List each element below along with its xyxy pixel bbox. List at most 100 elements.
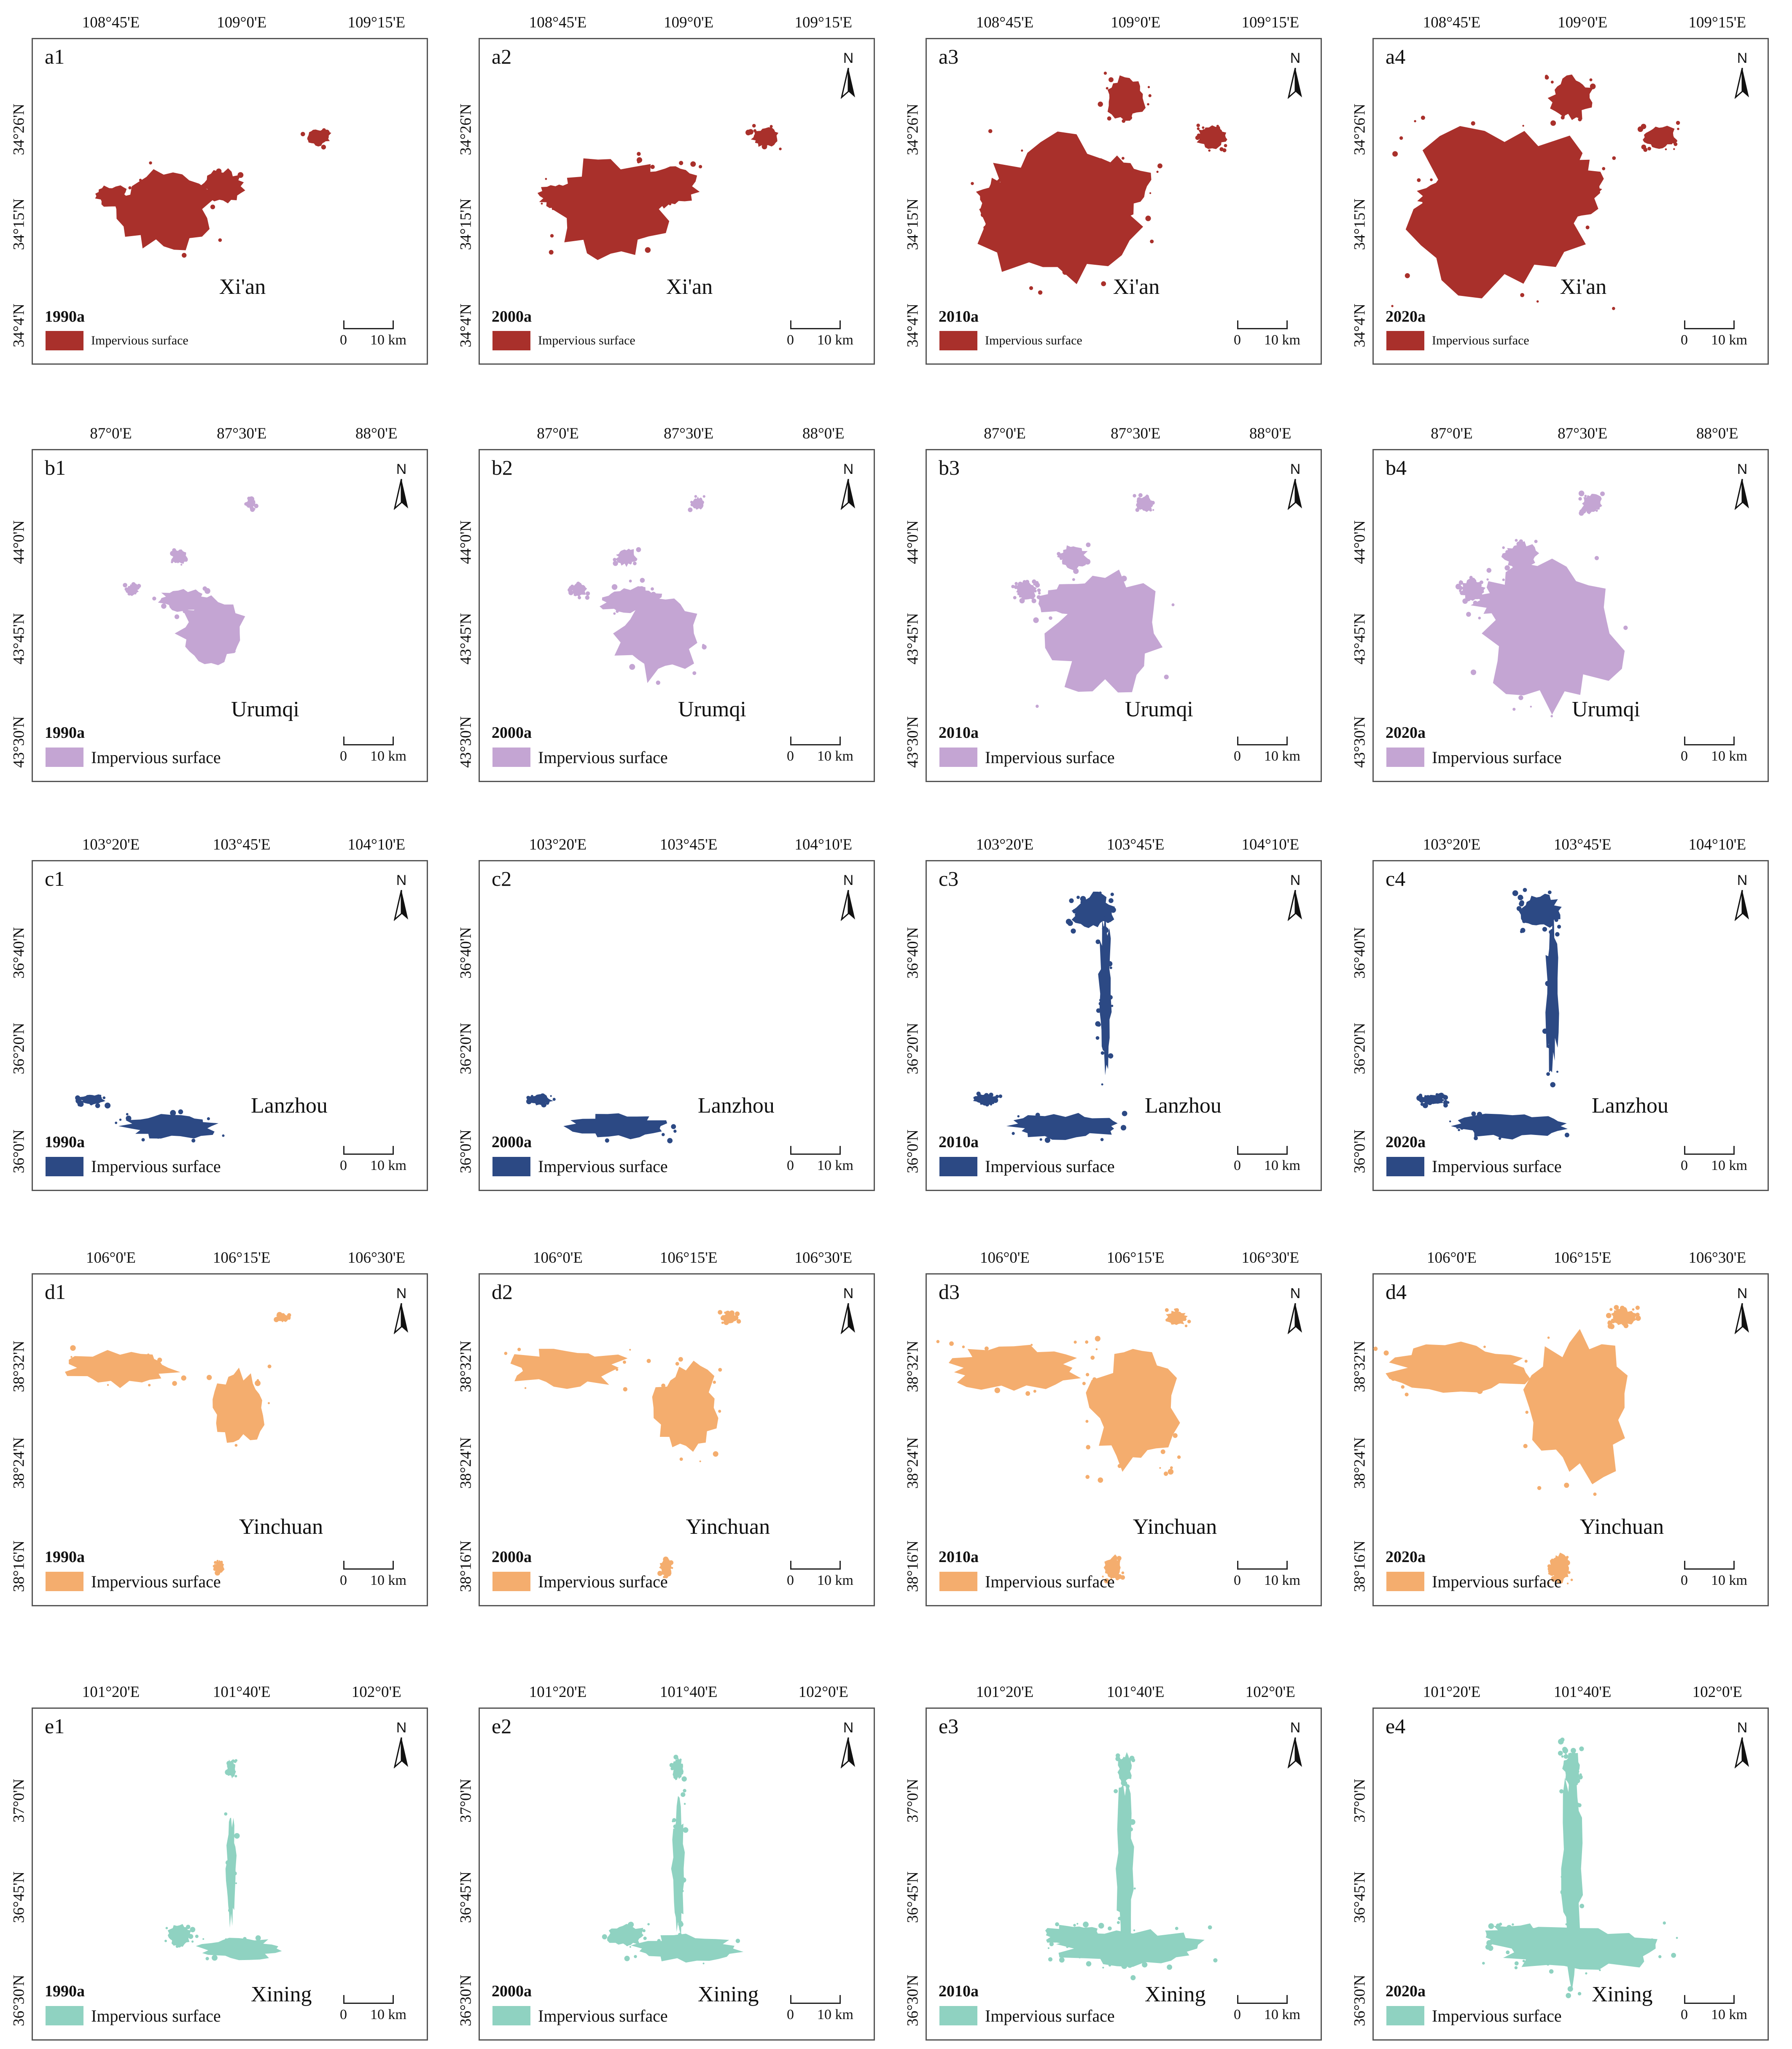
legend-swatch (492, 1156, 530, 1176)
legend-swatch (939, 2006, 977, 2026)
urban-fragment (288, 1316, 291, 1319)
urban-fragment (597, 1115, 600, 1119)
urban-fragment (634, 1955, 637, 1958)
urban-fragment (1133, 1929, 1135, 1931)
urban-fragment (1438, 1092, 1444, 1099)
panel-label: a1 (45, 45, 65, 68)
north-arrow-icon: N (1730, 1285, 1754, 1336)
urban-fragment (1575, 1778, 1580, 1783)
panel-label: d1 (45, 1280, 66, 1304)
urban-fragment (699, 165, 702, 169)
longitude-label: 104°10'E (1688, 836, 1746, 853)
urban-fragment (1569, 1753, 1573, 1757)
urban-fragment (213, 1568, 217, 1571)
urban-fragment (1074, 1340, 1077, 1344)
urban-fragment (718, 1368, 722, 1372)
latitude-label: 43°45'N (904, 613, 922, 665)
map-panel: d1 N Yinchuan 1990a Impervious surface 0 10 km (32, 1273, 428, 1606)
urban-patch (1086, 1349, 1180, 1472)
urban-fragment (1109, 898, 1114, 903)
north-label: N (1290, 1285, 1301, 1301)
urban-fragment (1104, 1578, 1109, 1584)
longitude-label: 103°20'E (529, 836, 587, 853)
longitude-label: 104°10'E (794, 836, 853, 853)
longitude-label: 87°30'E (1558, 425, 1608, 442)
latitude-label: 36°0'N (457, 1129, 475, 1173)
urban-fragment (517, 1347, 521, 1351)
impervious-surface-extent (537, 124, 782, 260)
urban-fragment (1592, 496, 1597, 502)
legend-swatch (1386, 2006, 1424, 2026)
longitude-label: 106°0'E (533, 1249, 583, 1267)
urban-fragment (1459, 580, 1462, 583)
year-label: 2010a (939, 723, 979, 742)
scale-start-label: 0 (340, 332, 347, 348)
urban-fragment (1084, 1942, 1089, 1946)
urban-fragment (1577, 1397, 1582, 1403)
scale-start-label: 0 (787, 332, 794, 348)
urban-fragment (1149, 192, 1152, 194)
urban-fragment (629, 561, 632, 564)
urban-fragment (1502, 546, 1505, 549)
urban-fragment (989, 1092, 993, 1097)
north-label: N (843, 872, 854, 888)
scale-bar-line (790, 1146, 841, 1155)
urban-fragment (1509, 555, 1511, 557)
urban-fragment (1156, 1940, 1161, 1945)
urban-fragment (132, 590, 134, 592)
latitude-label: 38°16'N (904, 1541, 922, 1592)
urban-fragment (224, 1812, 228, 1816)
city-name: Xining (1145, 1982, 1206, 2006)
scale-bar-line (343, 1561, 394, 1570)
urban-fragment (170, 1110, 176, 1116)
urban-fragment (1414, 120, 1416, 123)
urban-fragment (1484, 207, 1488, 212)
urban-fragment (1485, 1944, 1491, 1950)
urban-fragment (1474, 1136, 1478, 1140)
map-panel: d2 N Yinchuan 2000a Impervious surface 0 10 km (479, 1273, 875, 1606)
panel-label: b2 (492, 456, 513, 479)
year-label: 1990a (45, 1548, 85, 1566)
urban-fragment (1593, 1492, 1597, 1496)
urban-fragment (998, 178, 1001, 182)
urban-fragment (1122, 1847, 1126, 1852)
urban-fragment (1072, 909, 1077, 914)
urban-fragment (1160, 1449, 1165, 1454)
urban-fragment (1071, 590, 1074, 594)
urban-fragment (1086, 542, 1091, 547)
urban-fragment (630, 1937, 635, 1943)
city-name: Xi'an (1113, 275, 1160, 299)
urban-fragment (1116, 115, 1119, 118)
urban-fragment (1612, 156, 1616, 160)
urban-fragment (675, 1362, 679, 1366)
urban-fragment (283, 1315, 286, 1318)
urban-fragment (1544, 1939, 1550, 1945)
urban-fragment (1076, 1130, 1079, 1134)
urban-fragment (148, 1384, 151, 1387)
urban-fragment (619, 1120, 625, 1126)
urban-fragment (216, 1565, 219, 1568)
urban-fragment (1508, 608, 1510, 610)
urban-fragment (1608, 1320, 1611, 1323)
impervious-surface-extent (973, 891, 1127, 1143)
urban-fragment (1115, 1576, 1119, 1581)
urban-patch (196, 1938, 282, 1960)
north-label: N (843, 1285, 854, 1301)
urban-fragment (1479, 207, 1484, 213)
urban-fragment (1048, 1957, 1053, 1962)
urban-fragment (1603, 1415, 1609, 1421)
urban-fragment (207, 1117, 210, 1121)
urban-fragment (1565, 1752, 1567, 1754)
urban-fragment (1596, 506, 1599, 510)
urban-fragment (1202, 126, 1205, 129)
north-arrow-icon: N (837, 872, 860, 923)
urban-fragment (1456, 1126, 1459, 1129)
urban-fragment (202, 1938, 204, 1940)
scale-bar: 0 10 km (340, 320, 406, 350)
legend: Impervious surface (1386, 1156, 1562, 1177)
legend: Impervious surface (492, 1156, 668, 1177)
urban-fragment (667, 1570, 671, 1574)
urban-fragment (1036, 705, 1039, 708)
urban-patch (652, 1361, 718, 1452)
urban-fragment (1561, 90, 1563, 93)
